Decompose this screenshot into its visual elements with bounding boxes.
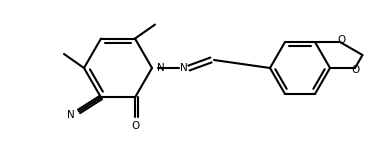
Text: N: N [157,63,165,73]
Text: N: N [67,110,75,120]
Text: N: N [180,63,188,73]
Text: O: O [352,65,360,75]
Text: O: O [337,35,345,45]
Text: O: O [131,121,139,131]
